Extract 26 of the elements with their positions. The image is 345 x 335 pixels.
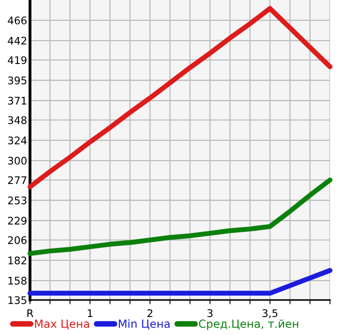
y-tick-label: 348 [8,116,27,124]
x-tick-label: 3 [207,309,212,318]
y-tick-label: 324 [8,136,27,144]
y-tick-label: 371 [8,96,26,105]
y-tick-label: 419 [8,56,26,64]
x-tick-label: 1 [88,309,92,317]
y-tick-label: 158 [8,276,27,285]
legend-label: Max Цена [35,320,90,330]
legend-label: Сред.Цена, т.йен [198,319,298,330]
x-tick-label: R [27,309,34,317]
y-tick-label: 442 [8,36,26,45]
line-series [28,6,332,190]
x-tick-label: 3,5 [262,309,278,318]
y-tick-label: 277 [8,176,26,184]
legend-label: Min Цена [118,319,170,330]
y-tick-label: 253 [8,196,26,204]
y-tick-label: 135 [8,296,26,304]
y-tick-label: 182 [8,256,26,264]
y-tick-label: 206 [8,236,27,244]
y-tick-label: 466 [8,16,27,24]
x-tick-label: 2 [147,309,152,317]
line-series [28,178,332,256]
y-tick-label: 395 [8,76,26,84]
y-tick-label: 229 [8,216,26,225]
y-tick-label: 300 [8,156,27,165]
line-series [28,268,332,296]
